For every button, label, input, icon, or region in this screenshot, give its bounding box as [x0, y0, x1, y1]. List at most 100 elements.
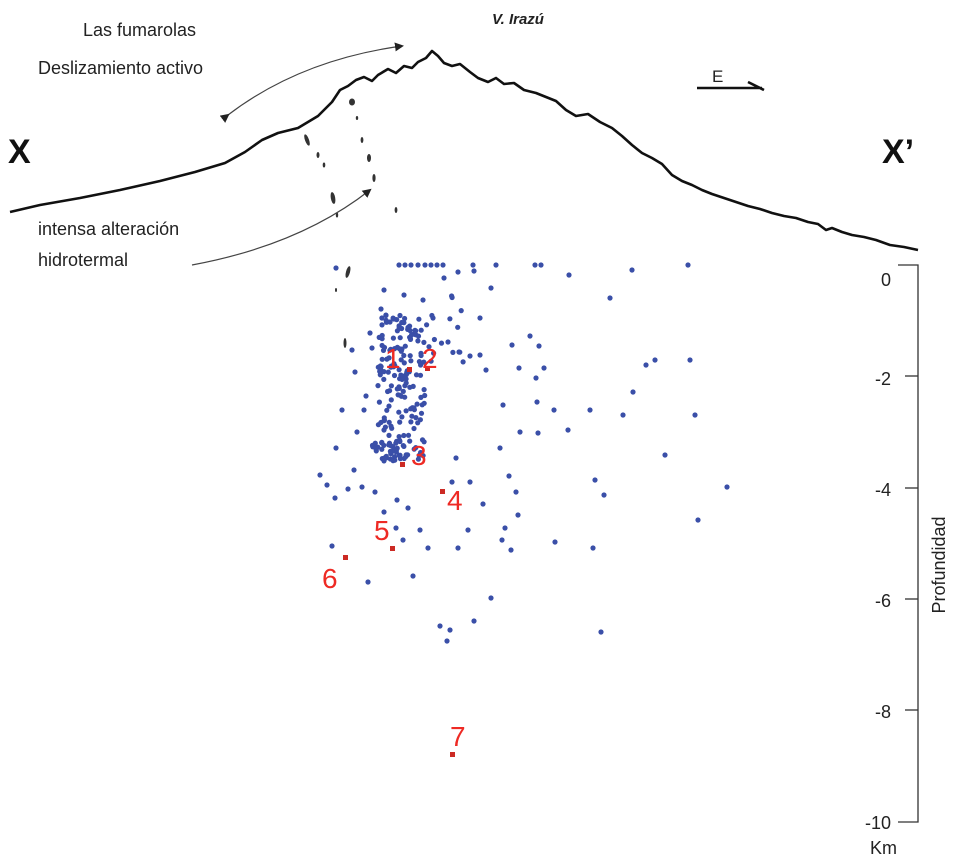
tick-label-8: -8: [875, 702, 891, 722]
seismic-event: [421, 339, 427, 345]
seismic-event: [415, 338, 421, 344]
seismic-event: [332, 495, 338, 501]
seismic-event: [384, 407, 390, 413]
seismic-event: [477, 352, 483, 358]
seismic-event: [400, 388, 406, 394]
seismic-event: [381, 376, 387, 382]
seismic-event: [527, 333, 533, 339]
seismic-event: [372, 489, 378, 495]
marker-label-6: 6: [322, 563, 338, 594]
seismic-event: [412, 327, 418, 333]
seismic-event: [652, 357, 658, 363]
seismic-event: [397, 419, 403, 425]
seismic-event: [413, 415, 419, 421]
seismic-event: [662, 452, 668, 458]
seismic-event: [388, 423, 394, 429]
axis-unit: Km: [870, 838, 897, 858]
seismic-event: [538, 262, 544, 268]
marker-label-3: 3: [411, 440, 427, 471]
seismic-event: [379, 332, 385, 339]
fumarolas-label: Las fumarolas: [83, 20, 196, 40]
seismic-event: [517, 429, 523, 435]
seismic-event: [401, 352, 407, 359]
seismic-event: [418, 352, 424, 359]
seismic-event: [377, 363, 383, 369]
seismic-event: [416, 359, 422, 365]
seismic-event: [384, 356, 390, 362]
seismic-event: [431, 336, 437, 343]
seismic-event: [724, 484, 730, 490]
seismic-event: [339, 407, 345, 413]
seismic-event: [488, 285, 494, 291]
seismic-event: [386, 442, 392, 448]
seismic-event: [431, 350, 437, 356]
seismic-event: [692, 412, 698, 418]
seismic-event: [359, 484, 365, 490]
seismic-event: [532, 262, 538, 268]
seismic-event: [418, 394, 424, 400]
seismic-event: [354, 429, 360, 435]
seismic-event: [607, 295, 613, 301]
tick-label-2: -2: [875, 369, 891, 389]
seismic-event: [551, 407, 557, 413]
alteracion-arrow: [191, 188, 372, 266]
seismic-event: [329, 543, 335, 549]
seismic-event: [399, 325, 405, 332]
seismic-event: [410, 383, 416, 389]
seismic-event: [400, 537, 406, 543]
seismic-event: [409, 332, 415, 338]
seismic-event: [421, 400, 427, 406]
seismic-event: [480, 501, 486, 507]
seismic-event: [408, 262, 414, 268]
seismic-event: [401, 432, 407, 439]
seismic-event: [375, 383, 381, 389]
seismic-event: [449, 294, 455, 301]
seismic-event: [386, 432, 392, 438]
seismic-event: [379, 356, 385, 362]
seismic-event: [630, 389, 636, 395]
seismic-event: [508, 547, 514, 553]
seismic-event: [369, 345, 375, 351]
seismic-event: [396, 453, 402, 459]
seismic-event: [434, 262, 440, 268]
seismic-event: [407, 438, 413, 444]
seismic-event: [509, 342, 515, 348]
alteracion-label-line1: intensa alteración: [38, 219, 179, 239]
seismic-event: [408, 358, 414, 364]
seismic-event: [398, 357, 404, 363]
seismic-event: [467, 353, 473, 359]
seismic-event: [387, 388, 393, 394]
seismic-event: [405, 432, 412, 438]
depth-axis: [898, 264, 919, 823]
seismic-event: [391, 361, 397, 367]
seismic-event: [349, 347, 355, 353]
seismic-event: [441, 275, 447, 281]
seismic-event: [513, 489, 519, 495]
seismic-event: [497, 445, 503, 451]
seismic-event: [386, 403, 392, 409]
seismic-event: [413, 332, 419, 338]
seismic-event: [455, 269, 461, 275]
seismic-event: [383, 317, 389, 323]
seismic-event: [379, 315, 385, 321]
seismic-event: [333, 445, 339, 451]
seismic-event: [424, 322, 430, 328]
seismic-event: [405, 505, 411, 511]
seismic-event: [399, 414, 405, 420]
seismic-event: [687, 357, 693, 363]
seismic-event: [457, 349, 463, 355]
seismic-event: [396, 262, 402, 268]
seismic-event: [444, 638, 450, 644]
seismic-event: [409, 413, 415, 419]
marker-label-2: 2: [422, 343, 438, 374]
seismic-event: [381, 442, 387, 448]
seismicity-points: [317, 262, 730, 644]
seismic-event: [536, 343, 542, 349]
seismic-event: [398, 348, 404, 354]
seismic-event: [352, 369, 358, 375]
seismic-event: [390, 335, 396, 341]
volcano-label: V. Irazú: [492, 11, 544, 28]
seismic-event: [394, 497, 400, 503]
seismic-event: [396, 367, 402, 373]
